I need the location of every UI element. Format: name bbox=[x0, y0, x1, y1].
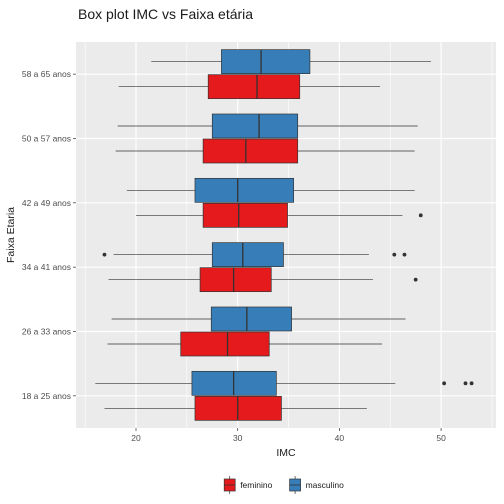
box-iqr bbox=[221, 49, 311, 75]
outlier-point bbox=[392, 252, 397, 257]
legend-label: feminino bbox=[240, 480, 272, 490]
box-masculino-4 bbox=[117, 113, 418, 139]
box-feminino-2 bbox=[108, 267, 418, 293]
box-masculino-5 bbox=[151, 49, 431, 75]
outlier-point bbox=[469, 381, 474, 386]
box-masculino-1 bbox=[111, 306, 406, 332]
y-axis-ticks: 18 a 25 anos 26 a 33 anos 34 a 41 anos 42 a… bbox=[22, 69, 76, 401]
box-iqr bbox=[199, 267, 272, 293]
box-feminino-1 bbox=[107, 331, 383, 357]
box-iqr bbox=[194, 177, 294, 203]
x-axis-title: IMC bbox=[276, 447, 296, 459]
outlier-point bbox=[442, 381, 447, 386]
x-axis-ticks: 20 30 40 50 bbox=[131, 428, 446, 443]
box-masculino-3 bbox=[126, 177, 415, 203]
boxes-layer bbox=[95, 49, 474, 421]
legend-label: masculino bbox=[306, 480, 345, 490]
outlier-point bbox=[413, 277, 418, 282]
box-iqr bbox=[202, 202, 288, 228]
plot-panel bbox=[76, 42, 496, 428]
outlier-point bbox=[418, 213, 423, 218]
y-tick-label: 58 a 65 anos bbox=[22, 69, 71, 79]
x-tick-label: 30 bbox=[233, 433, 243, 443]
grid-major bbox=[76, 42, 496, 428]
box-iqr bbox=[211, 242, 284, 268]
x-tick-label: 20 bbox=[131, 433, 141, 443]
box-masculino-2 bbox=[102, 242, 407, 268]
y-tick-label: 18 a 25 anos bbox=[22, 391, 71, 401]
legend: feminino masculino bbox=[223, 476, 345, 494]
box-iqr bbox=[202, 138, 299, 164]
chart-title: Box plot IMC vs Faixa etária bbox=[78, 6, 254, 22]
box-iqr bbox=[210, 306, 292, 332]
y-tick-label: 34 a 41 anos bbox=[22, 262, 71, 272]
outlier-point bbox=[463, 381, 468, 386]
outlier-point bbox=[102, 252, 107, 257]
box-masculino-0 bbox=[95, 370, 474, 396]
box-iqr bbox=[180, 331, 270, 357]
box-feminino-3 bbox=[136, 202, 423, 228]
box-iqr bbox=[207, 74, 301, 100]
box-feminino-4 bbox=[115, 138, 415, 164]
y-tick-label: 42 a 49 anos bbox=[22, 198, 71, 208]
y-tick-label: 26 a 33 anos bbox=[22, 327, 71, 337]
box-iqr bbox=[211, 113, 299, 139]
y-tick-label: 50 a 57 anos bbox=[22, 134, 71, 144]
x-tick-label: 40 bbox=[335, 433, 345, 443]
legend-item-masculino: masculino bbox=[289, 476, 345, 494]
box-feminino-0 bbox=[104, 395, 367, 421]
x-tick-label: 50 bbox=[436, 433, 446, 443]
box-feminino-5 bbox=[118, 74, 381, 100]
outlier-point bbox=[402, 252, 407, 257]
y-axis-title: Faixa Etaria bbox=[5, 207, 17, 263]
legend-item-feminino: feminino bbox=[223, 476, 273, 494]
grid-minor bbox=[84, 42, 493, 428]
